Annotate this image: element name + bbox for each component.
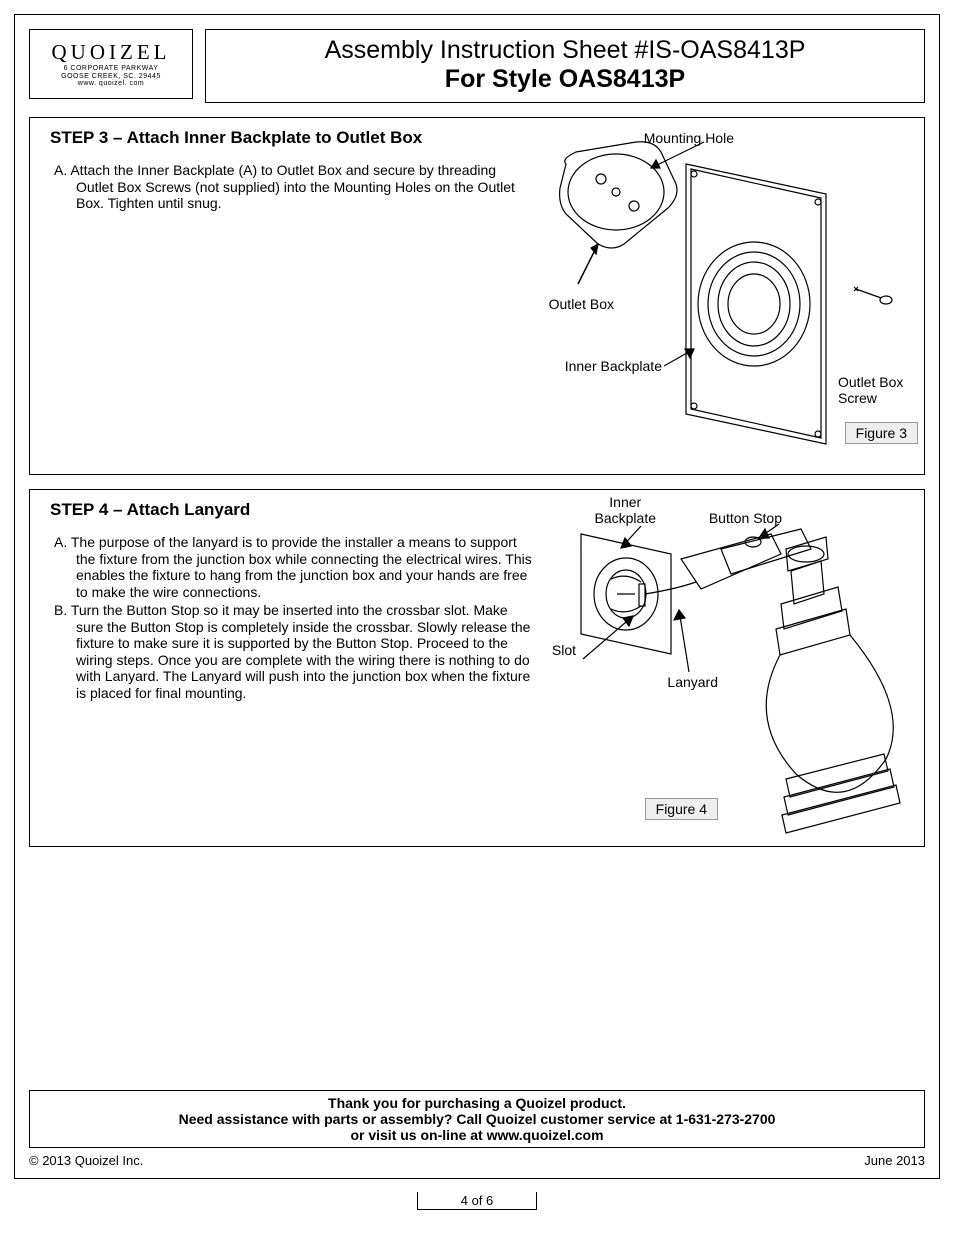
label-mounting-hole: Mounting Hole: [644, 130, 734, 146]
logo-url: www. quoizel. com: [38, 80, 184, 88]
page-number: 4 of 6: [417, 1192, 537, 1210]
step3-item-a: A. Attach the Inner Backplate (A) to Out…: [44, 162, 534, 212]
label4-backplate: Backplate: [595, 510, 656, 526]
step3-sep: –: [108, 128, 126, 147]
label4-slot: Slot: [552, 642, 576, 658]
logo-box: QUOIZEL 6 CORPORATE PARKWAY GOOSE CREEK,…: [29, 29, 193, 99]
label-outlet-box-screw: Outlet Box Screw: [838, 374, 918, 406]
step4-item-b: B. Turn the Button Stop so it may be ins…: [44, 602, 534, 701]
footer-line3: or visit us on-line at www.quoizel.com: [36, 1127, 918, 1143]
footer-line1: Thank you for purchasing a Quoizel produ…: [36, 1095, 918, 1111]
step4-box: STEP 4 – Attach Lanyard A. The purpose o…: [29, 489, 925, 847]
figure3-diagram: [496, 124, 916, 464]
label-inner-backplate: Inner Backplate: [565, 358, 662, 374]
step4-title: Attach Lanyard: [127, 500, 251, 519]
title-line2: For Style OAS8413P: [212, 65, 918, 94]
logo-addr1: 6 CORPORATE PARKWAY: [38, 65, 184, 73]
label4-lanyard: Lanyard: [667, 674, 718, 690]
figure3-label: Figure 3: [845, 422, 918, 444]
title-box: Assembly Instruction Sheet #IS-OAS8413P …: [205, 29, 925, 103]
figure4-label: Figure 4: [645, 798, 718, 820]
footer-line2: Need assistance with parts or assembly? …: [36, 1111, 918, 1127]
step4-sep: –: [108, 500, 126, 519]
step4-heading: STEP 4 – Attach Lanyard: [44, 500, 484, 520]
label4-inner-backplate: Inner Inner Backplate Backplate: [595, 494, 656, 526]
label-outlet-box: Outlet Box: [549, 296, 614, 312]
header-row: QUOIZEL 6 CORPORATE PARKWAY GOOSE CREEK,…: [15, 15, 939, 103]
date: June 2013: [864, 1153, 925, 1168]
logo-addr2: GOOSE CREEK, SC. 29445: [38, 73, 184, 81]
step3-num: STEP 3: [50, 128, 108, 147]
footer-box: Thank you for purchasing a Quoizel produ…: [29, 1090, 925, 1148]
step4-num: STEP 4: [50, 500, 108, 519]
page-frame: QUOIZEL 6 CORPORATE PARKWAY GOOSE CREEK,…: [14, 14, 940, 1179]
copyright: © 2013 Quoizel Inc.: [29, 1153, 143, 1168]
step4-item-a: A. The purpose of the lanyard is to prov…: [44, 534, 534, 600]
step3-box: STEP 3 – Attach Inner Backplate to Outle…: [29, 117, 925, 475]
label4-button-stop: Button Stop: [709, 510, 782, 526]
step3-heading: STEP 3 – Attach Inner Backplate to Outle…: [44, 128, 484, 148]
logo-brand: QUOIZEL: [38, 40, 184, 65]
page-number-row: 4 of 6: [14, 1193, 940, 1210]
label4-inner: Inner: [609, 494, 641, 510]
title-line1: Assembly Instruction Sheet #IS-OAS8413P: [212, 36, 918, 65]
figure4-diagram: [521, 494, 916, 844]
step3-title: Attach Inner Backplate to Outlet Box: [127, 128, 423, 147]
